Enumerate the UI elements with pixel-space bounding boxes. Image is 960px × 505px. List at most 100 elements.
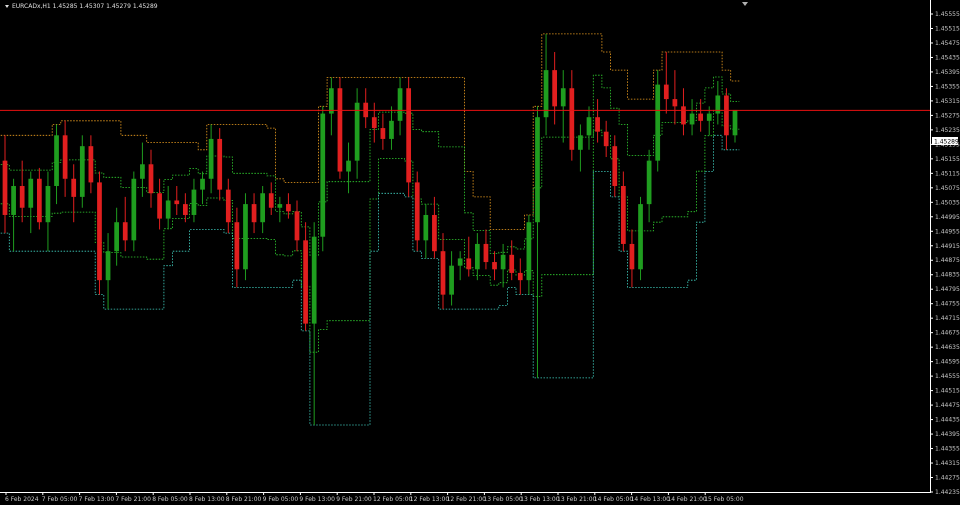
candle xyxy=(389,106,394,150)
candles xyxy=(2,33,738,426)
candle-body xyxy=(191,189,197,215)
candle-body xyxy=(681,106,686,125)
candle-body xyxy=(346,160,351,172)
candle xyxy=(629,229,635,288)
x-tick-label: 9 Feb 05:00 xyxy=(263,496,299,503)
candle-body xyxy=(11,186,16,215)
candle-body xyxy=(174,200,180,205)
candle-body xyxy=(732,109,738,136)
x-tick-label: 7 Feb 13:00 xyxy=(79,496,115,503)
candle-body xyxy=(62,135,68,179)
candle xyxy=(603,120,609,158)
candle-body xyxy=(535,117,540,223)
candle-body xyxy=(500,254,506,270)
candle-body xyxy=(380,128,386,139)
candle xyxy=(208,124,214,194)
candle xyxy=(732,109,738,143)
candle xyxy=(552,52,558,125)
candle-body xyxy=(311,236,317,324)
candle xyxy=(586,106,592,150)
candle-body xyxy=(672,99,678,107)
candle xyxy=(449,251,454,306)
candle xyxy=(191,178,197,223)
candle xyxy=(414,171,420,252)
candle xyxy=(474,233,480,281)
candle-body xyxy=(492,262,497,270)
x-tick-label: 9 Feb 13:00 xyxy=(299,496,335,503)
candle-body xyxy=(294,211,300,241)
candle-body xyxy=(328,88,334,114)
candle-body xyxy=(234,222,240,270)
candle xyxy=(234,207,240,288)
candle xyxy=(303,222,308,331)
candle-body xyxy=(423,214,429,241)
candle xyxy=(28,171,34,234)
candle-body xyxy=(689,113,695,125)
y-tick-label: 1.45115 xyxy=(935,170,960,177)
y-tick-label: 1.45475 xyxy=(935,40,960,47)
candle-body xyxy=(200,178,205,190)
y-tick-label: 1.44315 xyxy=(935,460,960,467)
candle-body xyxy=(320,113,326,237)
y-tick-label: 1.44675 xyxy=(935,330,960,337)
candle xyxy=(371,102,377,143)
candle xyxy=(483,229,489,270)
candle xyxy=(397,77,403,136)
candle xyxy=(45,171,51,252)
candle-body xyxy=(303,240,308,324)
candle-body xyxy=(620,186,626,244)
candle-body xyxy=(114,222,120,252)
y-tick-label: 1.45515 xyxy=(935,25,960,32)
candle xyxy=(260,186,266,234)
candle-body xyxy=(286,204,291,212)
y-tick-label: 1.45355 xyxy=(935,83,960,90)
y-tick-label: 1.44875 xyxy=(935,257,960,264)
candle-body xyxy=(466,258,472,270)
candle-body xyxy=(140,164,145,179)
candle-body xyxy=(88,146,94,183)
y-tick-label: 1.44995 xyxy=(935,214,960,221)
candle xyxy=(114,207,120,266)
candle-body xyxy=(28,178,34,208)
candle-body xyxy=(655,84,661,161)
candle-body xyxy=(483,243,489,263)
candle-body xyxy=(517,272,523,281)
y-tick-label: 1.45315 xyxy=(935,98,960,105)
candle xyxy=(698,99,704,132)
candle xyxy=(638,196,643,281)
candle xyxy=(620,171,626,252)
symbol-info: EURCADx,H1 1.45285 1.45307 1.45279 1.452… xyxy=(12,3,158,10)
y-tick-label: 1.45035 xyxy=(935,199,960,206)
candle xyxy=(79,135,85,208)
candle-body xyxy=(36,178,42,223)
candle-body xyxy=(578,135,583,150)
candle xyxy=(526,214,532,295)
x-tick-label: 14 Feb 05:00 xyxy=(594,496,634,503)
candle xyxy=(174,186,180,215)
y-tick-label: 1.44235 xyxy=(935,489,960,496)
chart-shift-icon[interactable] xyxy=(742,2,748,6)
candle xyxy=(517,258,523,295)
y-tick-label: 1.44915 xyxy=(935,243,960,250)
y-tick-label: 1.45155 xyxy=(935,156,960,163)
y-tick-label: 1.44275 xyxy=(935,475,960,482)
candle-body xyxy=(406,88,412,183)
candle xyxy=(157,178,162,230)
candle-body xyxy=(629,243,635,270)
candle xyxy=(131,171,137,252)
y-tick-label: 1.45435 xyxy=(935,54,960,61)
candle xyxy=(320,106,326,252)
x-tick-label: 14 Feb 21:00 xyxy=(667,496,707,503)
x-tick-label: 7 Feb 05:00 xyxy=(42,496,78,503)
candle-body xyxy=(526,222,532,281)
candle-body xyxy=(432,214,437,252)
candle xyxy=(140,142,145,197)
candle-body xyxy=(706,113,712,121)
x-tick-label: 7 Feb 21:00 xyxy=(115,496,151,503)
candle-body xyxy=(612,146,618,187)
candle xyxy=(354,88,360,179)
symbol-dropdown-icon[interactable] xyxy=(5,5,9,8)
candle-body xyxy=(71,178,77,197)
upper-band xyxy=(0,33,740,230)
